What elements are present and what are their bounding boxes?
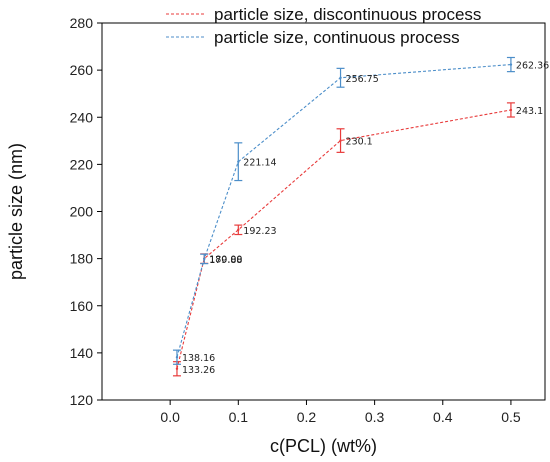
data-label: 179.88 <box>209 255 242 266</box>
x-axis: 0.0 0.1 0.2 0.3 0.4 0.5 <box>160 400 521 425</box>
y-tick-label: 140 <box>70 345 94 361</box>
y-tick-label: 180 <box>70 251 94 267</box>
data-label: 230.1 <box>346 137 373 148</box>
data-point <box>237 160 240 163</box>
data-label: 180.00 <box>209 255 242 266</box>
data-label: 256.75 <box>346 74 379 85</box>
legend: particle size, discontinuous process part… <box>166 5 481 47</box>
series-layer: 133.26 180.00 192.23 230.1 243.1 138.16 179.88… <box>172 56 549 377</box>
y-tick-label: 120 <box>70 392 94 408</box>
series-discontinuous: 133.26 180.00 192.23 230.1 243.1 <box>172 102 543 377</box>
y-axis-title: particle size (nm) <box>6 143 26 280</box>
data-label: 192.23 <box>243 226 276 237</box>
x-tick-label: 0.2 <box>297 409 317 425</box>
data-point <box>203 257 206 261</box>
plot-frame <box>101 22 546 401</box>
data-point <box>175 367 179 370</box>
y-tick-label: 220 <box>70 156 94 172</box>
y-tick-label: 280 <box>70 15 94 31</box>
x-tick-label: 0.4 <box>433 409 453 425</box>
data-point <box>175 356 179 359</box>
data-point <box>339 76 342 79</box>
data-point <box>509 108 513 112</box>
series-line <box>176 64 511 358</box>
legend-entry: particle size, continuous process <box>214 28 460 47</box>
data-label: 243.1 <box>516 106 543 117</box>
x-axis-title: c(PCL) (wt%) <box>270 436 377 456</box>
y-tick-label: 240 <box>70 109 94 125</box>
data-label: 133.26 <box>182 365 215 376</box>
x-tick-label: 0.0 <box>160 409 180 425</box>
series-continuous: 138.16 179.88 221.14 256.75 262.36 <box>172 56 549 365</box>
x-tick-label: 0.5 <box>501 409 521 425</box>
data-point <box>509 63 513 66</box>
y-tick-label: 200 <box>70 204 94 220</box>
data-point <box>237 228 240 232</box>
x-tick-label: 0.3 <box>365 409 385 425</box>
y-tick-label: 260 <box>70 62 94 78</box>
data-label: 138.16 <box>182 353 215 364</box>
series-line <box>176 109 512 369</box>
data-point <box>339 139 342 142</box>
plot-area <box>101 22 546 401</box>
legend-entry: particle size, discontinuous process <box>214 5 481 24</box>
data-label: 262.36 <box>516 61 549 72</box>
y-axis: 120 140 160 180 200 220 240 260 280 <box>70 15 102 408</box>
data-label: 221.14 <box>243 158 276 169</box>
y-tick-label: 160 <box>70 298 94 314</box>
x-tick-label: 0.1 <box>229 409 249 425</box>
